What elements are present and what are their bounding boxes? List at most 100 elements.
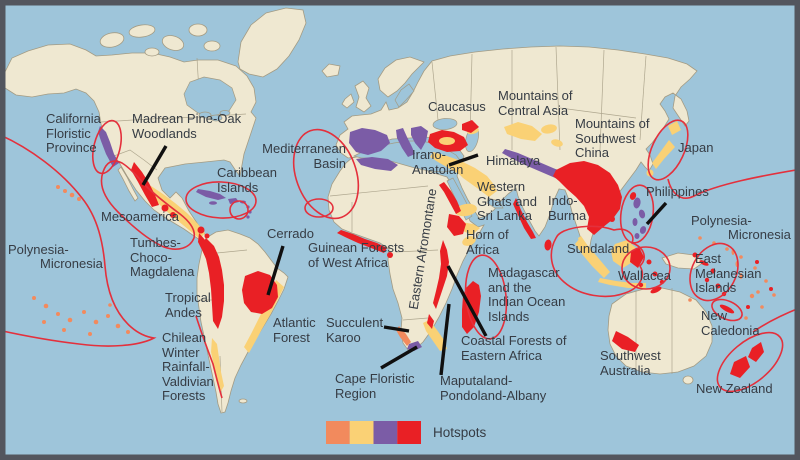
hotspot-southwest-australia: [612, 331, 639, 352]
hotspot-indo-burma: [553, 161, 622, 235]
persian-gulf: [486, 197, 504, 209]
pointer-lines: [141, 145, 668, 376]
legend-label: Hotspots: [433, 425, 487, 440]
hotspot-tropical-andes: [201, 238, 224, 329]
legend-swatch-red: [397, 421, 421, 444]
hotspot-horn-of-africa: [461, 222, 480, 235]
hotspot-polynesia-red-dots: [746, 260, 773, 309]
outline-atlantic-islands-east: [304, 198, 334, 218]
outline-east-melanesian: [689, 242, 739, 302]
baltic-sea: [394, 83, 415, 108]
hotspot-polynesia-islands: [32, 296, 130, 336]
hotspot-central-asia-south: [551, 139, 563, 147]
outline-new-zealand: [716, 331, 784, 393]
hotspot-hainan: [609, 216, 615, 222]
hotspot-sri-lanka: [544, 239, 552, 251]
hudson-bay: [183, 76, 237, 117]
hotspot-wallacea-timor: [650, 286, 662, 294]
britain: [354, 80, 372, 113]
outline-chilean-coast: [195, 315, 223, 399]
hotspot-eastern-afromontane: [433, 240, 449, 309]
hotspot-wallacea-islands: [638, 259, 665, 288]
hotspot-new-zealand-north: [748, 342, 764, 362]
great-lake: [209, 114, 223, 122]
hotspot-arabia-west: [439, 182, 461, 214]
arctic-island: [144, 47, 160, 57]
iceland: [321, 63, 341, 78]
arctic-island: [161, 35, 185, 51]
continent-australia: [607, 287, 713, 375]
hotspot-cape-floristic: [407, 341, 422, 351]
pointer-succulent-karoo: [383, 325, 410, 333]
outline-polynesia-west: [0, 134, 157, 347]
hotspot-hawaii-islands: [56, 185, 81, 201]
hotspot-mediterranean-iberia: [349, 128, 390, 155]
outline-sundaland: [550, 225, 645, 298]
scandinavia: [377, 56, 425, 98]
legend-swatch-yellow: [349, 421, 374, 444]
legend-swatch-orange: [326, 421, 350, 444]
pointer-coastal-forests: [446, 265, 488, 337]
outline-new-caledonia: [711, 298, 743, 322]
hotspot-ethiopian-highlands: [447, 214, 466, 236]
hotspot-wallacea-sulawesi: [630, 247, 644, 268]
hotspot-micronesia-islands: [688, 236, 776, 320]
hotspot-east-melanesian-islands: [692, 252, 727, 297]
hotspot-central-asia: [504, 122, 542, 141]
hotspot-mesoamerica-red: [161, 204, 210, 239]
hotspot-iran-plateau: [455, 164, 497, 197]
hotspot-sundaland-malay: [578, 236, 591, 258]
hotspot-sundaland-borneo: [611, 240, 636, 268]
hotspot-regions-red: [131, 120, 773, 378]
outline-mesoamerica: [100, 160, 196, 250]
pointer-cerrado: [266, 245, 285, 296]
legend-swatch-purple: [373, 421, 398, 444]
outline-caribbean: [185, 181, 257, 219]
great-lake: [219, 110, 231, 116]
hotspot-mediterranean-italy: [396, 128, 415, 157]
outline-california: [91, 119, 123, 175]
pointer-philippines: [645, 201, 668, 226]
continent-africa: [327, 154, 485, 351]
falkland-islands: [238, 398, 248, 404]
legend-swatches: [326, 421, 421, 444]
pointer-cape-floristic: [380, 345, 418, 370]
hotspot-new-zealand-south: [730, 356, 750, 378]
hotspot-japan-islands: [646, 121, 681, 177]
pointer-maputaland: [439, 303, 451, 376]
hotspot-guinean-forests: [337, 230, 387, 253]
arctic-island: [203, 40, 221, 52]
hotspot-cameroon: [387, 252, 393, 258]
hotspot-caucasus: [462, 120, 479, 133]
arctic-island: [128, 24, 156, 38]
hotspot-western-ghats: [513, 198, 536, 239]
pointer-madrean: [141, 145, 168, 186]
outline-wallacea: [621, 246, 671, 290]
legend: Hotspots: [326, 421, 486, 444]
great-lake: [198, 111, 212, 119]
black-sea: [432, 118, 458, 130]
greenland: [237, 7, 307, 78]
hotspot-taiwan: [629, 192, 637, 200]
tasmania: [682, 375, 694, 385]
ireland: [341, 93, 355, 109]
baja-peninsula: [117, 166, 139, 202]
hotspot-maputaland: [423, 320, 447, 351]
outline-atlantic-islands-west: [229, 200, 249, 220]
hotspot-eastern-afromontane-south: [427, 314, 434, 329]
hotspot-philippines-islands: [632, 197, 647, 239]
arctic-island: [99, 32, 125, 48]
hotspot-cerrado: [242, 271, 278, 314]
pointer-irano-anatolian: [448, 153, 479, 167]
hotspot-chilean-valdivian: [211, 338, 224, 393]
hotspot-mediterranean-nw-africa: [356, 157, 398, 171]
hotspot-anatolia-yellow-core: [439, 137, 455, 145]
outline-polynesia-east-top: [667, 168, 800, 199]
hotspot-california-floristic: [98, 126, 119, 167]
hotspot-new-caledonia: [719, 304, 735, 314]
hotspot-central-asia-east: [541, 124, 557, 134]
arctic-island: [188, 23, 208, 37]
